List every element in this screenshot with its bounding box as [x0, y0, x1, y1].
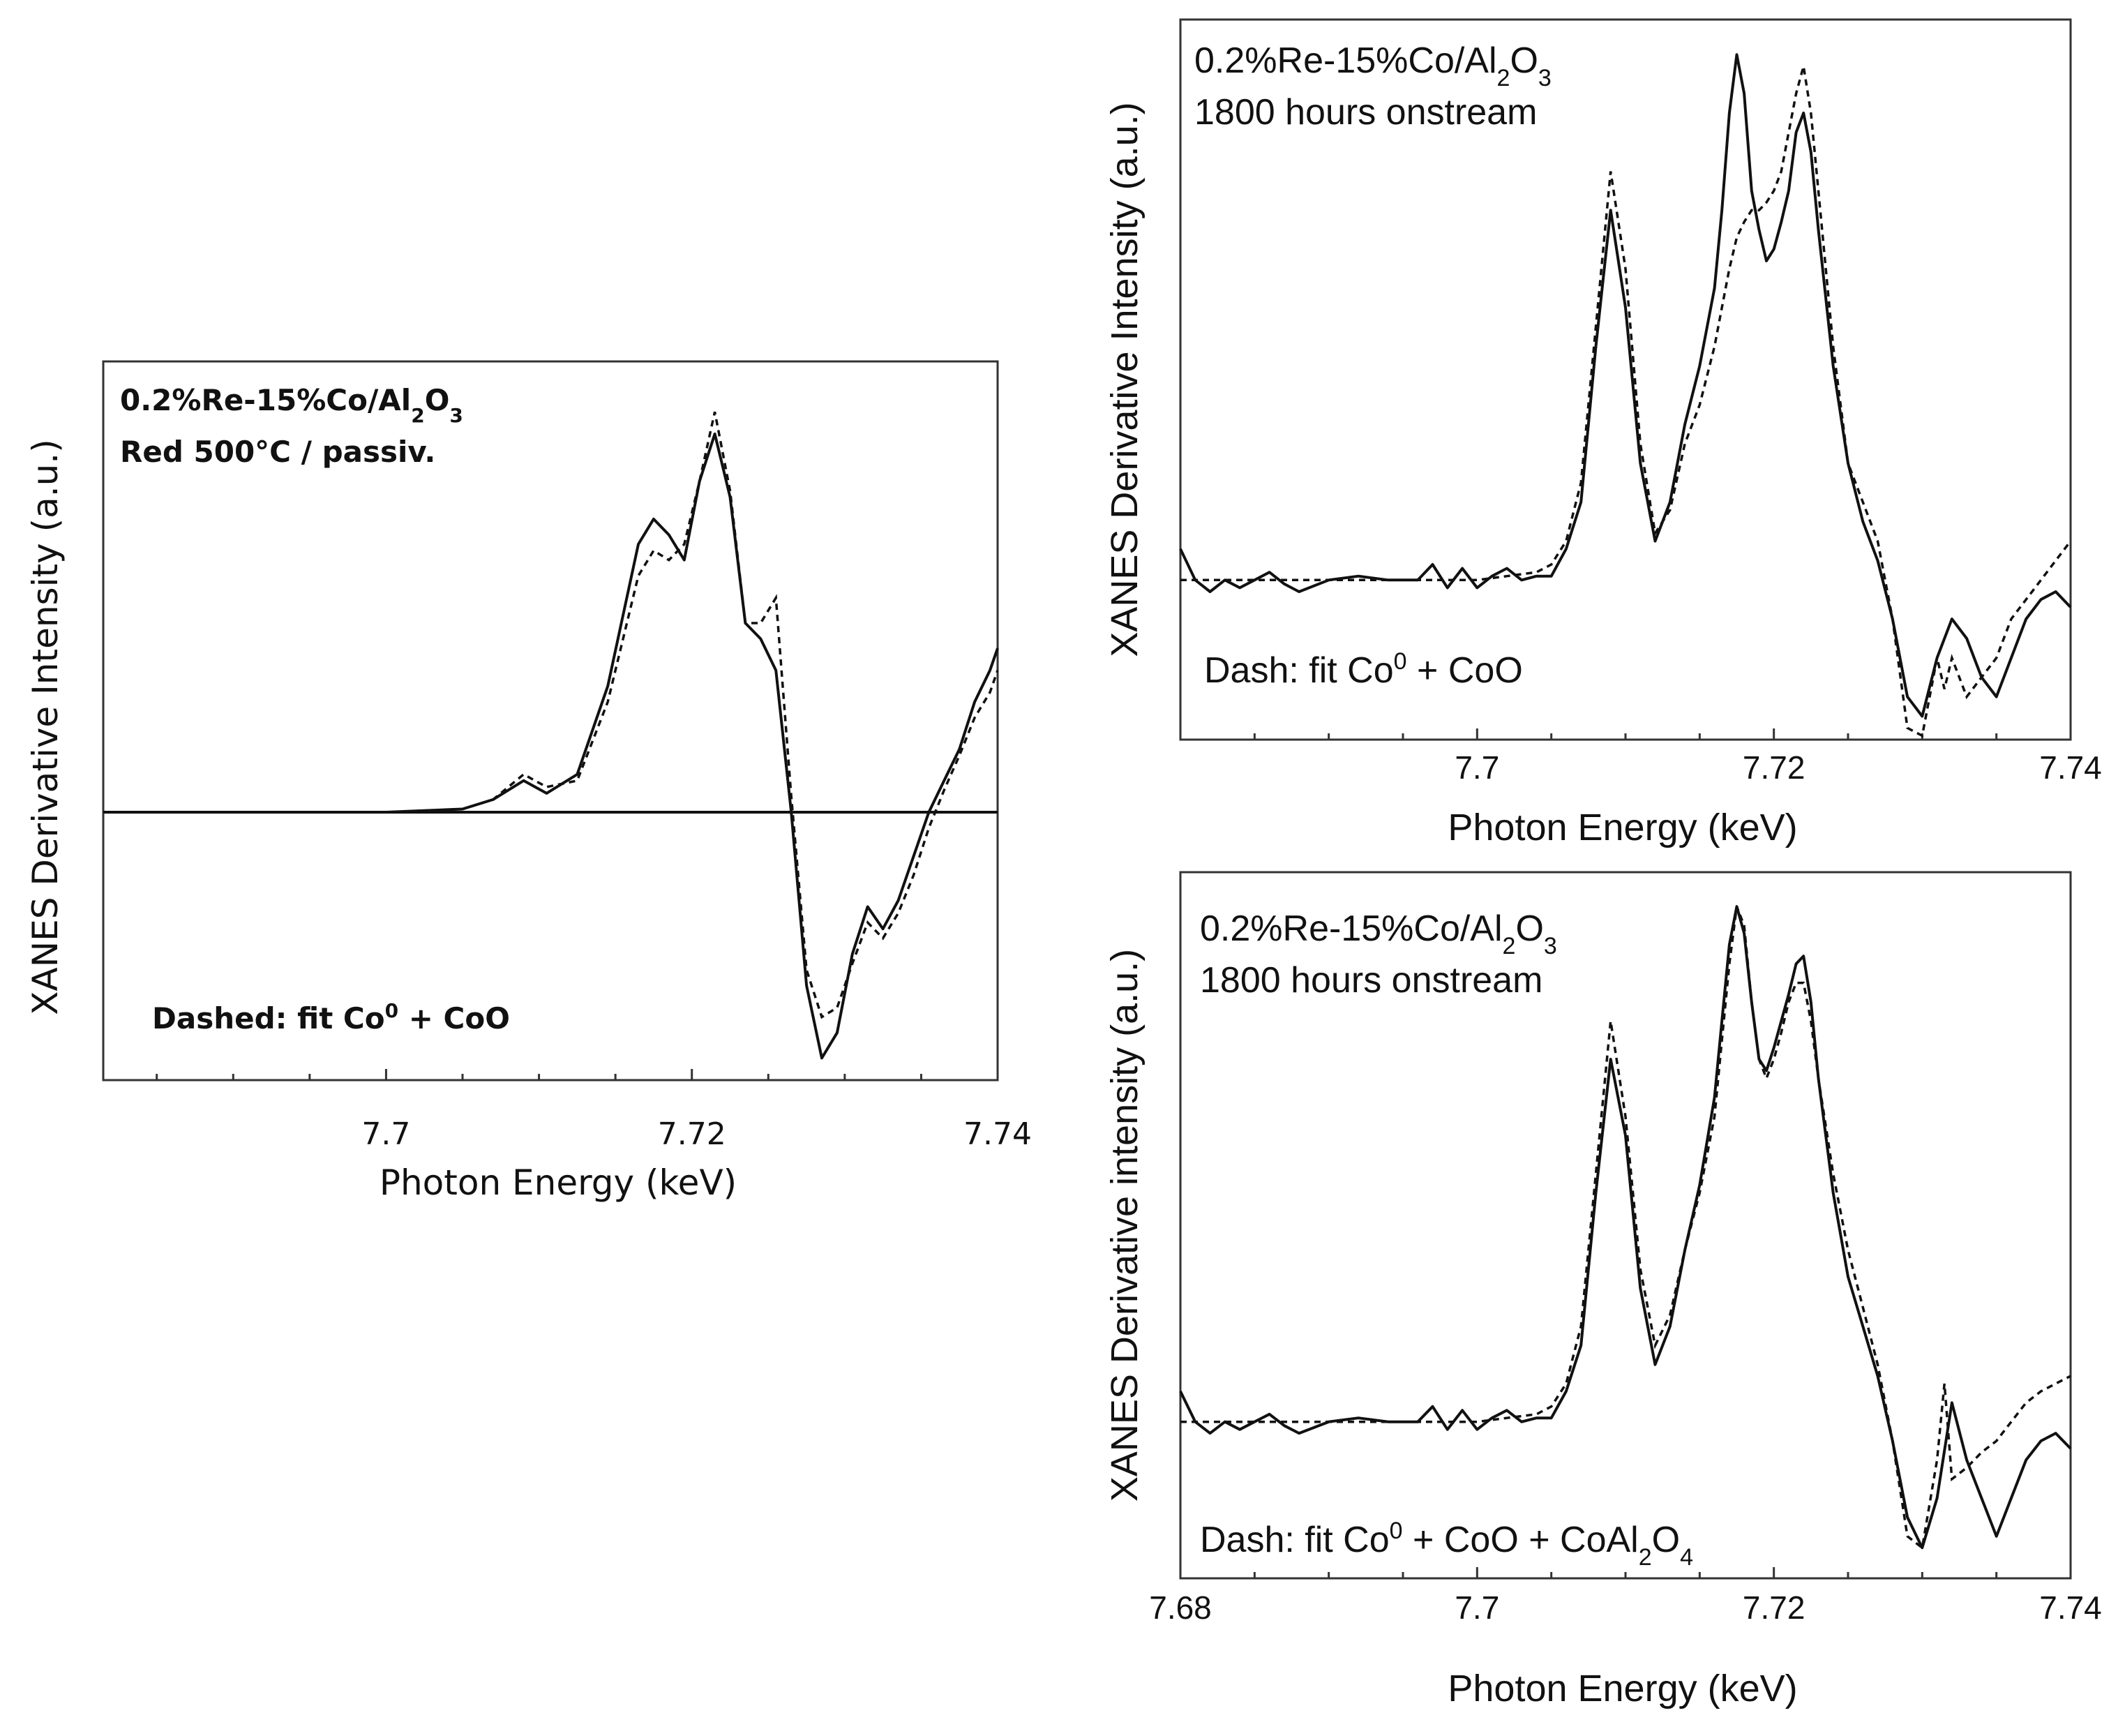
- left-series-solid: [103, 432, 999, 1060]
- left-panel: 7.7 7.72 7.74 0.2%Re-15%Co/Al2O3 Red 500°C…: [25, 360, 1032, 1203]
- bottom-right-series-solid: [1179, 905, 2072, 1550]
- left-x-axis-label: Photon Energy (keV): [380, 1162, 737, 1203]
- left-legend-note: Dashed: fit Co0 + CoO: [152, 999, 510, 1036]
- left-y-axis-label: XANES Derivative Intensity (a.u.): [25, 439, 66, 1015]
- bottom-right-series-dashed: [1180, 906, 2071, 1550]
- bottom-right-x-ticks: 7.68 7.7 7.72 7.74: [1149, 1567, 2102, 1626]
- left-plot-frame: [102, 360, 999, 1082]
- left-annotation-treatment: Red 500°C / passiv.: [120, 435, 435, 469]
- bottom-right-annotation-duration: 1800 hours onstream: [1200, 960, 1542, 1001]
- top-right-x-tick-label: 7.7: [1455, 749, 1499, 786]
- top-right-x-tick-label: 7.74: [2039, 749, 2102, 786]
- left-annotation-sample: 0.2%Re-15%Co/Al2O3: [120, 383, 463, 427]
- top-right-x-tick-label: 7.72: [1743, 749, 1805, 786]
- bottom-right-x-tick-label: 7.72: [1743, 1589, 1805, 1626]
- top-right-legend-note: Dash: fit Co0 + CoO: [1204, 648, 1523, 691]
- top-right-annotation-duration: 1800 hours onstream: [1194, 92, 1537, 133]
- bottom-right-panel: 7.68 7.7 7.72 7.74 0.2%Re-15%Co/Al2O3 1800 …: [1104, 871, 2102, 1709]
- left-x-tick-label: 7.74: [963, 1116, 1032, 1152]
- left-x-ticks: 7.7 7.72 7.74: [156, 1069, 1032, 1152]
- left-series-dashed: [103, 411, 999, 1019]
- left-x-tick-label: 7.7: [361, 1116, 410, 1152]
- bottom-right-x-axis-label: Photon Energy (keV): [1448, 1668, 1797, 1709]
- bottom-right-annotation-sample: 0.2%Re-15%Co/Al2O3: [1200, 908, 1557, 959]
- top-right-y-axis-label: XANES Derivative Intensity (a.u.): [1104, 102, 1146, 657]
- bottom-right-x-tick-label: 7.74: [2039, 1589, 2102, 1626]
- top-right-annotation-sample: 0.2%Re-15%Co/Al2O3: [1194, 40, 1552, 91]
- left-x-tick-label: 7.72: [658, 1116, 726, 1152]
- bottom-right-legend-note: Dash: fit Co0 + CoO + CoAl2O4: [1200, 1518, 1693, 1571]
- top-right-panel: 7.7 7.72 7.74 0.2%Re-15%Co/Al2O3 1800 hour…: [1104, 18, 2102, 848]
- top-right-series-dashed: [1180, 66, 2072, 738]
- bottom-right-x-tick-label: 7.68: [1149, 1589, 1212, 1626]
- top-right-x-ticks: 7.7 7.72 7.74: [1253, 728, 2102, 786]
- top-right-series-solid: [1179, 53, 2072, 718]
- top-right-x-axis-label: Photon Energy (keV): [1448, 807, 1797, 848]
- bottom-right-x-tick-label: 7.7: [1455, 1589, 1499, 1626]
- bottom-right-y-axis-label: XANES Derivative intensity (a.u.): [1104, 949, 1146, 1502]
